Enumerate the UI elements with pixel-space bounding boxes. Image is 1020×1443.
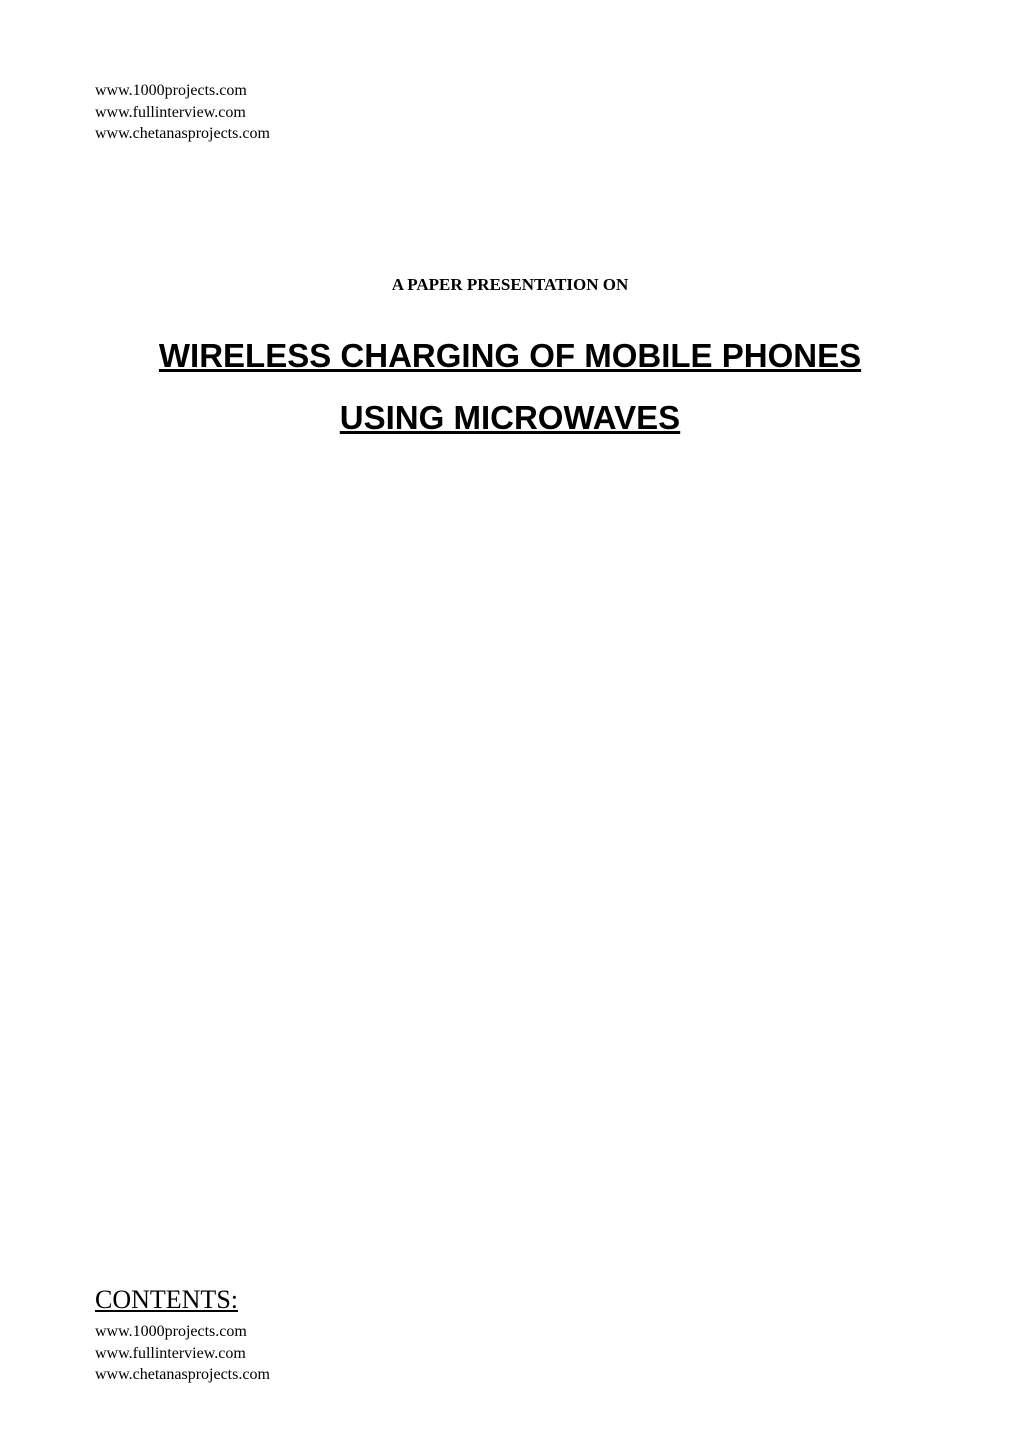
header-links: www.1000projects.com www.fullinterview.c… (95, 80, 925, 145)
header-link-3: www.chetanasprojects.com (95, 123, 925, 145)
footer-links: www.1000projects.com www.fullinterview.c… (95, 1321, 270, 1386)
footer-link-3: www.chetanasprojects.com (95, 1364, 270, 1386)
title-line-1: WIRELESS CHARGING OF MOBILE PHONES (95, 325, 925, 388)
footer-link-2: www.fullinterview.com (95, 1343, 270, 1365)
main-title: WIRELESS CHARGING OF MOBILE PHONES USING… (95, 325, 925, 450)
header-link-2: www.fullinterview.com (95, 102, 925, 124)
contents-heading: CONTENTS: (95, 1285, 238, 1315)
title-line-2: USING MICROWAVES (95, 387, 925, 450)
footer-link-1: www.1000projects.com (95, 1321, 270, 1343)
header-link-1: www.1000projects.com (95, 80, 925, 102)
presentation-label: A PAPER PRESENTATION ON (95, 275, 925, 295)
